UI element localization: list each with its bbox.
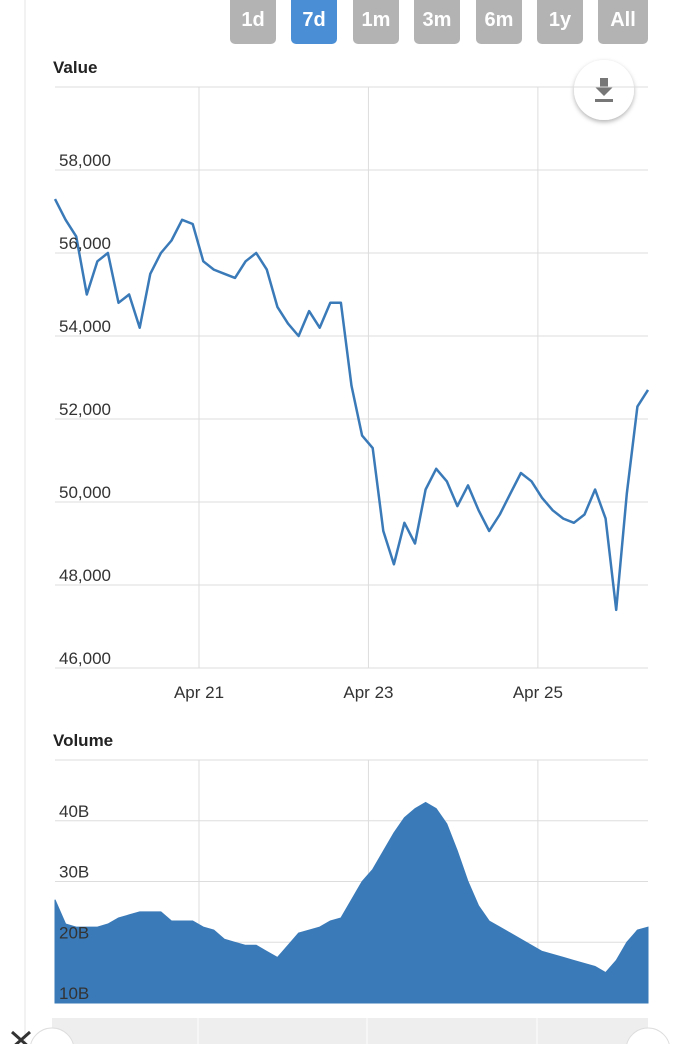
range-button-bg[interactable] <box>476 0 522 44</box>
range-button[interactable]: 3m <box>414 0 460 44</box>
range-button-label[interactable]: 7d <box>302 9 325 31</box>
x-tick-label: Apr 21 <box>174 683 224 702</box>
range-button-label[interactable]: 1m <box>362 9 391 31</box>
chart-title: Volume <box>53 731 113 750</box>
range-button-label[interactable]: 1d <box>241 9 264 31</box>
navigator[interactable] <box>52 1018 648 1044</box>
range-button-bg[interactable] <box>230 0 276 44</box>
y-tick-label: 40B <box>59 802 89 821</box>
range-button-label[interactable]: All <box>610 9 636 31</box>
navigator-handle[interactable] <box>30 1027 74 1044</box>
y-tick-label: 58,000 <box>59 151 111 170</box>
y-tick-label: 30B <box>59 863 89 882</box>
y-tick-label: 20B <box>59 923 89 942</box>
value-line <box>53 198 650 612</box>
range-button[interactable]: 7d <box>291 0 337 44</box>
y-tick-label: 46,000 <box>59 649 111 668</box>
range-button-bg[interactable] <box>291 0 337 44</box>
y-tick-label: 50,000 <box>59 483 111 502</box>
y-tick-label: 48,000 <box>59 566 111 585</box>
range-button[interactable]: 6m <box>476 0 522 44</box>
download-button[interactable] <box>574 60 634 120</box>
range-button[interactable]: 1d <box>230 0 276 44</box>
download-icon[interactable] <box>595 78 613 102</box>
y-tick-label: 54,000 <box>59 317 111 336</box>
y-tick-label: 56,000 <box>59 234 111 253</box>
range-button-bg[interactable] <box>414 0 460 44</box>
range-button[interactable]: 1y <box>537 0 583 44</box>
range-selector: 1d 7d 1m 3m 6m 1y All <box>230 0 648 44</box>
x-tick-label: Apr 23 <box>343 683 393 702</box>
y-tick-label: 10B <box>59 984 89 1003</box>
range-button-label[interactable]: 1y <box>549 9 572 31</box>
range-button[interactable]: All <box>598 0 648 44</box>
range-button-bg[interactable] <box>598 0 648 44</box>
range-button-label[interactable]: 3m <box>423 9 452 31</box>
range-button-bg[interactable] <box>537 0 583 44</box>
navigator-handle[interactable] <box>626 1027 670 1044</box>
volume-area <box>54 801 649 1004</box>
range-button[interactable]: 1m <box>353 0 399 44</box>
x-tick-label: Apr 25 <box>513 683 563 702</box>
range-button-label[interactable]: 6m <box>485 9 514 31</box>
charts: Apr 21 Apr 23 Apr 25 46,000 48,000 50,000 52,0… <box>53 86 650 1004</box>
y-tick-label: 52,000 <box>59 400 111 419</box>
close-icon[interactable] <box>11 1030 31 1044</box>
chart-title: Value <box>53 58 97 77</box>
range-button-bg[interactable] <box>353 0 399 44</box>
